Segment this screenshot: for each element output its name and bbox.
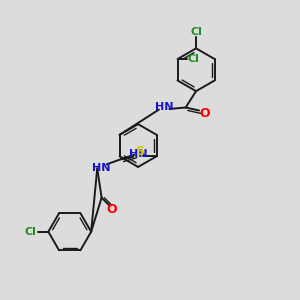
Text: HN: HN bbox=[155, 102, 173, 112]
Text: Cl: Cl bbox=[188, 54, 200, 64]
Text: S: S bbox=[135, 145, 144, 158]
Text: O: O bbox=[106, 203, 117, 216]
Text: Cl: Cl bbox=[190, 27, 202, 37]
Text: HN: HN bbox=[92, 164, 111, 173]
Text: O: O bbox=[200, 107, 210, 120]
Text: HN: HN bbox=[129, 149, 147, 159]
Text: Cl: Cl bbox=[25, 227, 37, 237]
